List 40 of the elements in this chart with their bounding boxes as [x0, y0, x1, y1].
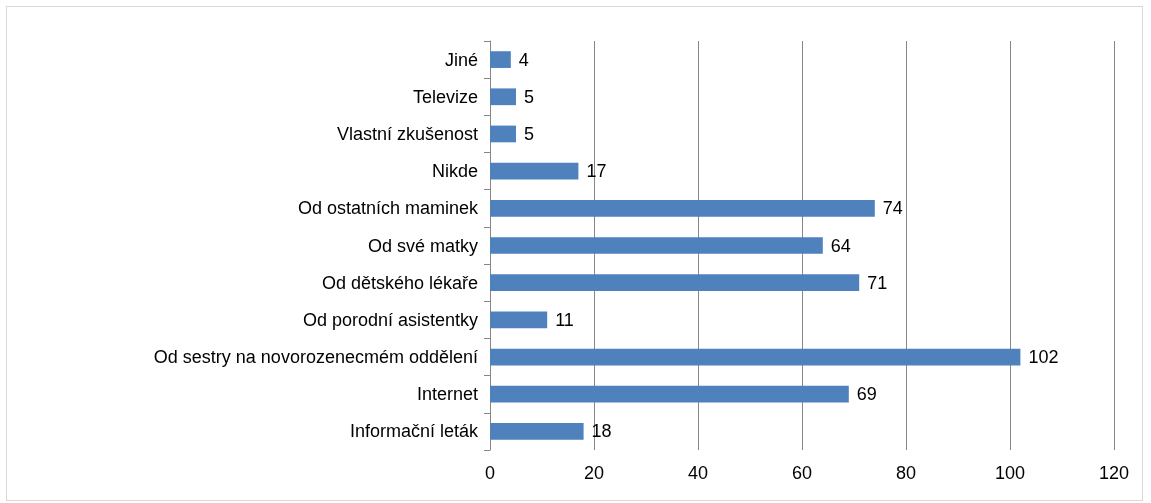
- data-label: 17: [586, 161, 607, 182]
- bar: [490, 348, 1021, 366]
- y-tick-label: Od dětského lékaře: [321, 272, 478, 293]
- data-label: 5: [524, 86, 535, 107]
- y-tick-label: Od ostatních maminek: [297, 198, 479, 219]
- bar: [490, 162, 579, 180]
- data-label: 102: [1028, 347, 1059, 368]
- x-tick-label: 60: [791, 463, 813, 483]
- y-tick-label: Od porodní asistentky: [302, 309, 478, 330]
- data-label: 69: [856, 384, 877, 405]
- bar: [490, 199, 875, 217]
- x-tick-label: 120: [1098, 463, 1130, 483]
- data-label: 4: [518, 49, 529, 70]
- data-label: 5: [524, 123, 535, 144]
- x-tick-label: 20: [583, 463, 605, 483]
- y-tick-label: Od sestry na novorozenecmém oddělení: [153, 347, 478, 368]
- y-tick-label: Vlastní zkušenost: [336, 123, 478, 144]
- bar: [490, 51, 511, 68]
- y-tick-label: Televize: [412, 86, 478, 107]
- data-label: 18: [591, 421, 612, 442]
- x-tick-label: 0: [484, 463, 496, 483]
- x-tick-label: 100: [994, 463, 1026, 483]
- bar: [490, 88, 516, 106]
- x-tick-label: 40: [687, 463, 709, 483]
- y-tick-label: Jiné: [444, 49, 478, 70]
- bar: [490, 237, 823, 254]
- bar: [490, 423, 584, 440]
- x-tick-label: 80: [895, 463, 917, 483]
- data-label: 74: [882, 198, 903, 219]
- data-label: 64: [830, 235, 851, 256]
- bar: [490, 385, 849, 403]
- y-tick-label: Internet: [416, 384, 478, 405]
- data-label: 11: [555, 309, 574, 330]
- bar: [490, 311, 548, 329]
- bar: [490, 125, 516, 143]
- y-tick-label: Nikde: [431, 161, 478, 182]
- bar: [490, 274, 860, 292]
- y-tick-label: Od své matky: [367, 235, 478, 256]
- y-tick-label: Informační leták: [349, 421, 479, 442]
- data-label: 71: [867, 272, 888, 293]
